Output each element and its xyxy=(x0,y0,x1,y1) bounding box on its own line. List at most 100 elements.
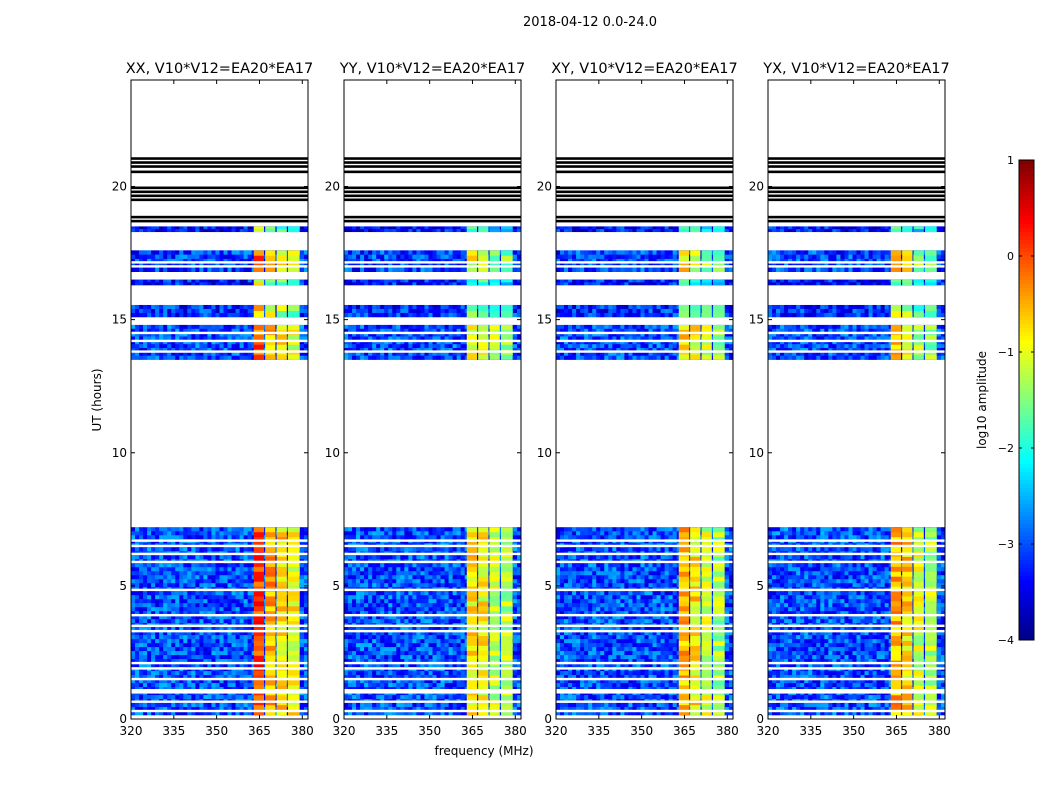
blank-line xyxy=(768,219,945,223)
colorbar-segment xyxy=(1019,616,1034,621)
y-tick-label: 0 xyxy=(119,712,127,726)
blank-line xyxy=(556,190,733,194)
colorbar-segment xyxy=(1019,212,1034,217)
colorbar-tick-label: 1 xyxy=(1007,154,1014,167)
flagged-row xyxy=(768,560,945,564)
colorbar-frame xyxy=(1018,159,1035,641)
colorbar-segment xyxy=(1019,424,1034,429)
colorbar-segment xyxy=(1019,312,1034,317)
flagged-row xyxy=(556,613,733,617)
data-block xyxy=(556,226,733,233)
flagged-row xyxy=(131,624,308,628)
flagged-row xyxy=(768,588,945,592)
flagged-row xyxy=(131,261,308,264)
blank-line xyxy=(131,157,308,160)
y-tick-label: 10 xyxy=(112,446,127,460)
blank-line xyxy=(556,215,733,219)
colorbar-segment xyxy=(1019,628,1034,633)
y-tick-label: 5 xyxy=(756,579,764,593)
data-block xyxy=(344,304,521,318)
flagged-row xyxy=(556,691,733,694)
y-tick-label: 15 xyxy=(325,313,340,327)
y-tick-label: 10 xyxy=(537,446,552,460)
flagged-row xyxy=(344,691,521,694)
blank-line xyxy=(344,170,521,174)
colorbar-segment xyxy=(1019,592,1034,597)
colorbar-segment xyxy=(1019,364,1034,369)
colorbar-segment xyxy=(1019,460,1034,465)
colorbar-segment xyxy=(1019,612,1034,617)
y-tick-label: 20 xyxy=(537,180,552,194)
flagged-row xyxy=(556,552,733,556)
x-tick-label: 320 xyxy=(545,724,568,738)
blank-line xyxy=(131,198,308,202)
x-tick-label: 365 xyxy=(248,724,271,738)
flagged-row xyxy=(556,588,733,592)
flagged-row xyxy=(768,677,945,681)
x-tick-label: 320 xyxy=(120,724,143,738)
x-tick-label: 320 xyxy=(757,724,780,738)
flagged-row xyxy=(344,689,521,692)
y-tick-label: 20 xyxy=(325,180,340,194)
data-block xyxy=(556,304,733,318)
flagged-row xyxy=(131,691,308,694)
flagged-row xyxy=(344,700,521,703)
flagged-row xyxy=(768,261,945,264)
colorbar-segment xyxy=(1019,492,1034,497)
blank-line xyxy=(768,165,945,168)
data-block xyxy=(131,226,308,233)
colorbar-segment xyxy=(1019,532,1034,537)
blank-line xyxy=(131,186,308,190)
y-tick-label: 0 xyxy=(332,712,340,726)
flagged-row xyxy=(131,552,308,556)
colorbar-segment xyxy=(1019,228,1034,233)
y-tick-label: 15 xyxy=(537,313,552,327)
data-block xyxy=(344,324,521,360)
panel-xx: XX, V10*V12=EA20*EA17 320 335 350 365 380 0 5 10… xyxy=(112,61,314,738)
data-block xyxy=(556,324,733,360)
colorbar-segment xyxy=(1019,452,1034,457)
blank-line xyxy=(344,186,521,190)
flagged-row xyxy=(768,613,945,617)
colorbar-segment xyxy=(1019,524,1034,529)
colorbar-segment xyxy=(1019,328,1034,333)
blank-line xyxy=(556,165,733,168)
flagged-row xyxy=(768,624,945,628)
flagged-row xyxy=(768,691,945,694)
data-block xyxy=(556,279,733,286)
blank-line xyxy=(344,215,521,219)
flagged-row xyxy=(344,709,521,713)
flagged-row xyxy=(344,331,521,335)
panel-title: YY, V10*V12=EA20*EA17 xyxy=(339,61,525,77)
y-tick-label: 10 xyxy=(749,446,764,460)
blank-line xyxy=(131,190,308,194)
colorbar-segment xyxy=(1019,264,1034,269)
colorbar-segment xyxy=(1019,324,1034,329)
colorbar-segment xyxy=(1019,576,1034,581)
flagged-row xyxy=(768,661,945,665)
colorbar-segment xyxy=(1019,220,1034,225)
colorbar-segment xyxy=(1019,420,1034,425)
colorbar-segment xyxy=(1019,464,1034,469)
blank-line xyxy=(556,161,733,164)
plot-area xyxy=(344,80,521,719)
panel-frame xyxy=(343,79,522,720)
colorbar-segment xyxy=(1019,196,1034,201)
data-block xyxy=(131,304,308,318)
x-tick-label: 380 xyxy=(504,724,527,738)
x-tick-label: 335 xyxy=(375,724,398,738)
colorbar-segment xyxy=(1019,516,1034,521)
flagged-row xyxy=(131,544,308,548)
colorbar-segment xyxy=(1019,496,1034,501)
x-tick-label: 380 xyxy=(928,724,951,738)
y-tick-label: 20 xyxy=(112,180,127,194)
blank-line xyxy=(131,194,308,198)
colorbar-segment xyxy=(1019,236,1034,241)
flagged-row xyxy=(556,539,733,542)
data-block xyxy=(768,527,945,716)
panels-group: XX, V10*V12=EA20*EA17 320 335 350 365 380 0 5 10… xyxy=(112,61,951,738)
flagged-row xyxy=(768,539,945,542)
figure-suptitle: 2018-04-12 0.0-24.0 xyxy=(523,15,657,30)
colorbar-segment xyxy=(1019,308,1034,313)
colorbar-segment xyxy=(1019,208,1034,213)
